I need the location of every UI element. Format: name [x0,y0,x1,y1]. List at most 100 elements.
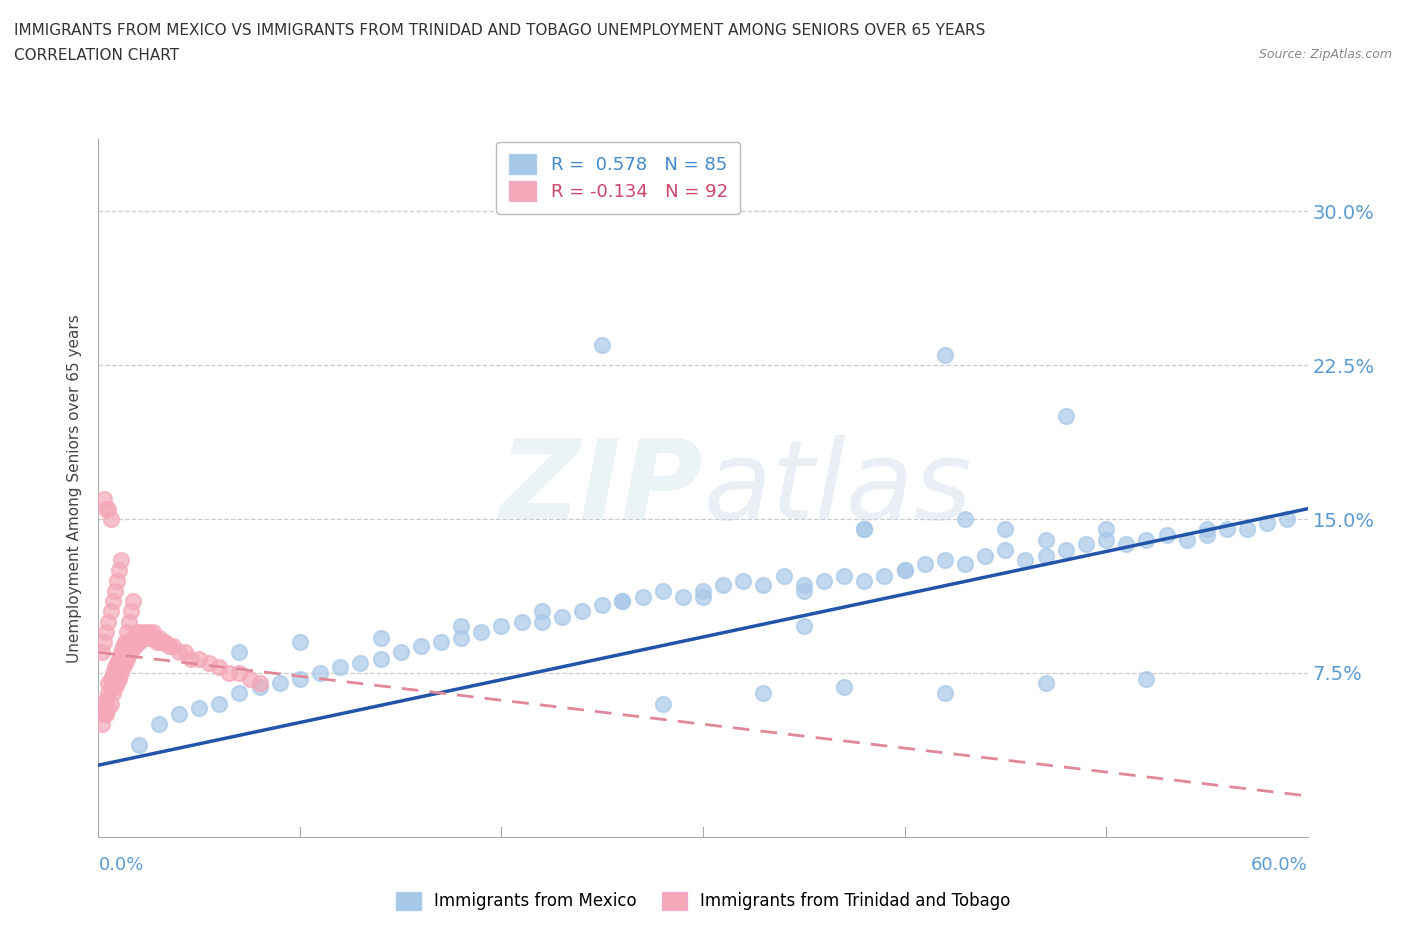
Point [107,651,129,666]
Point [148,717,170,732]
Point [146,634,169,649]
Point [329,659,352,674]
Point [752,578,775,592]
Point [793,583,815,598]
Text: 0.0%: 0.0% [98,856,143,873]
Point [115,639,138,654]
Point [103,659,125,674]
Point [813,573,835,588]
Point [994,542,1017,557]
Point [107,563,129,578]
Point [100,671,122,686]
Point [120,604,142,618]
Point [125,634,148,649]
Point [198,656,221,671]
Point [91,717,114,732]
Point [115,624,138,639]
Point [188,700,211,715]
Point [124,631,146,645]
Point [832,680,855,695]
Point [1256,516,1278,531]
Point [1135,532,1157,547]
Point [772,569,794,584]
Point [1216,522,1239,537]
Point [121,593,143,608]
Point [149,634,172,649]
Point [450,618,472,633]
Point [953,512,976,526]
Point [118,614,141,629]
Point [832,569,855,584]
Point [370,631,392,645]
Point [239,671,262,686]
Point [530,614,553,629]
Point [96,624,118,639]
Point [101,686,124,701]
Point [651,697,673,711]
Point [111,659,134,674]
Point [128,624,150,639]
Point [953,557,976,572]
Point [893,563,915,578]
Point [101,666,124,681]
Point [309,666,332,681]
Point [121,639,143,654]
Point [93,707,115,722]
Point [1035,676,1057,691]
Point [530,604,553,618]
Point [288,671,311,686]
Point [118,644,141,659]
Point [110,656,132,671]
Point [110,552,132,567]
Point [105,656,128,671]
Point [91,697,114,711]
Point [110,644,132,659]
Point [100,680,122,695]
Point [180,651,202,666]
Point [853,573,876,588]
Point [101,593,124,608]
Point [101,676,124,691]
Point [97,686,120,701]
Point [934,552,956,567]
Point [1054,542,1077,557]
Point [124,639,146,654]
Point [1175,532,1198,547]
Point [711,578,734,592]
Point [450,631,472,645]
Point [167,644,190,659]
Point [188,651,211,666]
Point [389,644,412,659]
Point [142,624,165,639]
Point [93,491,115,506]
Point [491,618,513,633]
Point [1035,549,1057,564]
Y-axis label: Unemployment Among Seniors over 65 years: Unemployment Among Seniors over 65 years [67,314,83,662]
Point [97,700,120,715]
Point [934,348,956,363]
Point [110,666,132,681]
Point [1095,522,1118,537]
Point [157,639,180,654]
Point [692,590,714,604]
Point [93,634,115,649]
Point [1035,532,1057,547]
Point [631,590,654,604]
Point [228,644,250,659]
Point [97,501,120,516]
Text: ZIP: ZIP [499,434,703,542]
Point [105,666,128,681]
Point [793,578,815,592]
Point [152,634,174,649]
Point [591,338,613,352]
Point [510,614,533,629]
Point [121,631,143,645]
Point [994,522,1017,537]
Text: Source: ZipAtlas.com: Source: ZipAtlas.com [1258,48,1392,61]
Point [228,686,250,701]
Point [129,631,152,645]
Point [692,583,714,598]
Point [288,634,311,649]
Point [873,569,896,584]
Point [228,666,250,681]
